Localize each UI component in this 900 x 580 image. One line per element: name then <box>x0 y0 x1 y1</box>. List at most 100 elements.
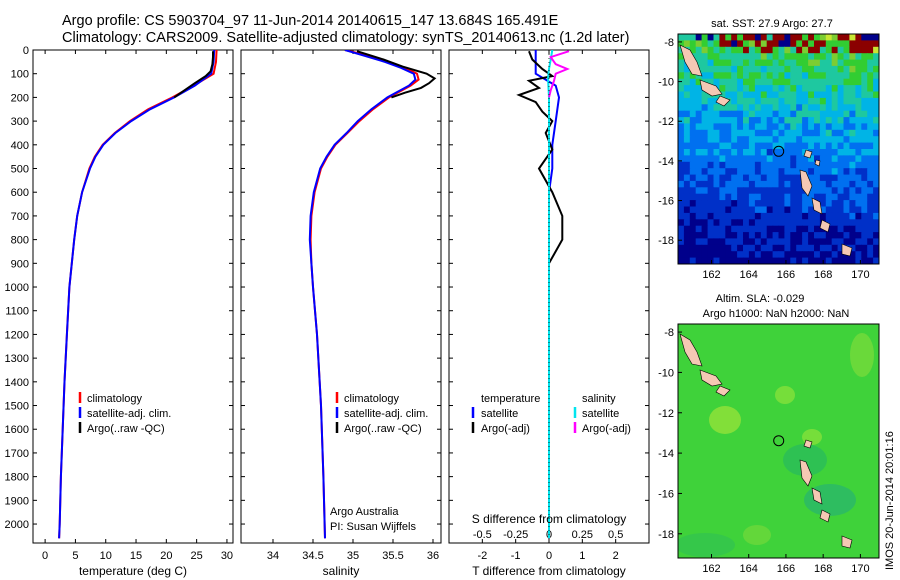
sst-cell <box>743 257 750 264</box>
sst-cell <box>754 110 762 118</box>
sst-cell <box>843 123 850 131</box>
sst-cell <box>772 78 780 86</box>
sst-cell <box>683 65 691 73</box>
sst-cell <box>819 110 827 118</box>
sst-cell <box>760 104 768 112</box>
sst-cell <box>701 257 709 264</box>
sst-cell <box>825 193 833 201</box>
sst-cell <box>843 219 850 227</box>
sst-cell <box>737 110 744 118</box>
sst-cell <box>725 168 732 176</box>
sst-cell <box>695 34 703 41</box>
sst-cell <box>683 129 691 137</box>
sst-cell <box>784 117 791 125</box>
sst-cell <box>778 168 785 176</box>
sst-cell <box>867 85 874 93</box>
sst-cell <box>743 174 750 182</box>
sst-cell <box>707 117 715 125</box>
y-tick-label: 200 <box>11 92 29 104</box>
sst-cell <box>790 53 797 61</box>
sst-cell <box>748 168 756 176</box>
sst-cell <box>819 155 827 163</box>
sst-cell <box>719 53 726 61</box>
series-line <box>534 50 561 539</box>
sst-cell <box>867 212 874 220</box>
sst-cell <box>843 91 850 99</box>
sst-cell <box>831 161 839 169</box>
sst-cell <box>678 155 685 163</box>
sst-cell <box>689 155 697 163</box>
sst-cell <box>814 46 821 54</box>
sst-cell <box>731 136 738 144</box>
sst-cell <box>837 46 845 54</box>
sst-cell <box>855 244 862 252</box>
sst-cell <box>748 238 756 246</box>
sst-cell <box>819 46 827 54</box>
sst-cell <box>743 161 750 169</box>
sst-cell <box>689 206 697 214</box>
sst-cell <box>743 123 750 131</box>
sst-cell <box>873 136 879 144</box>
sst-cell <box>808 238 815 246</box>
map-x-tick-label: 162 <box>702 269 720 281</box>
sst-cell <box>701 142 709 150</box>
sst-cell <box>790 104 797 112</box>
sst-cell <box>737 149 744 156</box>
sst-cell <box>713 34 720 41</box>
sst-cell <box>843 187 850 195</box>
sst-cell <box>725 251 732 259</box>
sst-cell <box>843 85 850 93</box>
sst-cell <box>713 78 720 86</box>
sst-cell <box>814 193 821 201</box>
sst-cell <box>808 155 815 163</box>
sst-cell <box>689 200 697 208</box>
sst-cell <box>802 53 809 61</box>
sst-cell <box>695 78 703 86</box>
sst-cell <box>689 187 697 195</box>
sst-cell <box>790 238 797 246</box>
temperature-lines <box>58 50 218 539</box>
land-vanuatu-3 <box>819 509 831 523</box>
sst-cell <box>849 40 856 48</box>
sst-cell <box>701 123 709 131</box>
sst-cell <box>819 212 827 220</box>
sst-cell <box>713 142 720 150</box>
sst-cell <box>678 193 685 201</box>
sst-cell <box>796 59 803 67</box>
sst-cell <box>760 123 768 131</box>
sst-cell <box>713 129 720 137</box>
sst-cell <box>689 104 697 112</box>
sst-cell <box>689 136 697 144</box>
sst-cell <box>754 72 762 80</box>
sst-cell <box>819 206 827 214</box>
sst-cell <box>784 59 791 67</box>
sst-cell <box>772 91 780 99</box>
map-x-tick-label: 164 <box>740 563 758 575</box>
sst-cell <box>808 244 815 252</box>
sst-cell <box>725 238 732 246</box>
sst-cell <box>861 257 868 264</box>
map-y-tick-label: -8 <box>664 327 674 339</box>
sst-cell <box>725 91 732 99</box>
sst-cell <box>725 78 732 86</box>
sst-cell <box>873 59 879 67</box>
sst-cell <box>843 238 850 246</box>
sst-cell <box>678 53 685 61</box>
sst-cell <box>796 155 803 163</box>
sst-cell <box>725 34 732 41</box>
sst-cell <box>849 200 856 208</box>
sst-cell <box>701 200 709 208</box>
x-tick-label: 10 <box>100 550 112 562</box>
sst-cell <box>754 219 762 227</box>
sst-cell <box>867 117 874 125</box>
sst-cell <box>766 34 774 41</box>
sst-cell <box>766 72 774 80</box>
sst-cell <box>802 59 809 67</box>
sst-cell <box>861 219 868 227</box>
sst-cell <box>737 123 744 131</box>
sst-cell <box>831 187 839 195</box>
sst-cell <box>831 85 839 93</box>
sst-cell <box>808 129 815 137</box>
sst-cell <box>825 65 833 73</box>
